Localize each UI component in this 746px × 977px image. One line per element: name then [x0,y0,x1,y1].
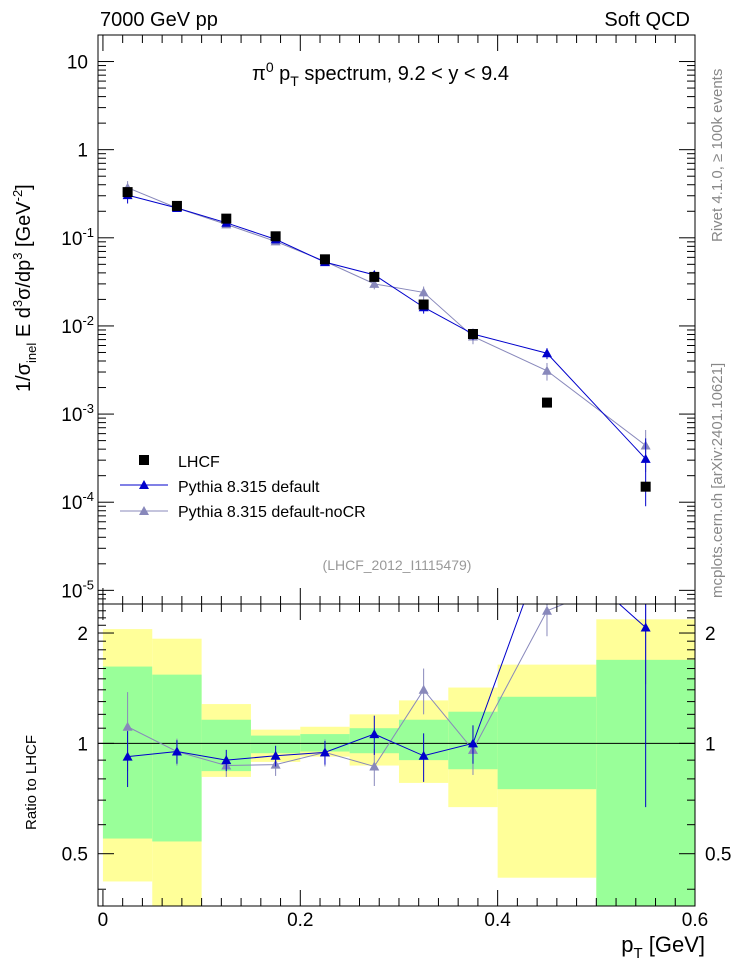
legend-marker-lhcf [139,455,149,465]
main-title: π0 pT spectrum, 9.2 < y < 9.4 [252,59,509,89]
legend-marker-default [139,480,149,489]
legend-label-lhcf: LHCF [178,454,220,471]
main-series [122,181,651,507]
main-ytick-label-1: 1 [77,141,88,162]
main-default-point-9 [640,453,651,463]
main-ytick-label-5: 10-4 [61,489,94,514]
main-nocr-point-5 [369,278,380,288]
ratio-nocr-line [127,604,566,768]
main-lhcf-point-3 [270,231,281,242]
ratio-nocr-point-8 [541,605,552,615]
ratio-xtick-label-1: 0.2 [287,910,313,931]
ratio-default-line [127,604,646,761]
legend-label-nocr: Pythia 8.315 default-noCR [178,504,366,521]
ratio-default-point-5 [369,729,380,739]
ratio-default-point-0 [122,751,133,761]
main-ytick-label-2: 10-1 [61,225,94,250]
ratio-xtick-label-2: 0.4 [484,910,511,931]
side-label-bottom: mcplots.cern.ch [arXiv:2401.10621] [709,363,726,598]
main-lhcf-point-0 [122,187,133,198]
ratio-nocr-point-5 [369,761,380,771]
ratio-frame [97,603,696,907]
legend: LHCF Pythia 8.315 default Pythia 8.315 d… [120,454,366,521]
ratio-nocr-point-0 [122,721,133,731]
main-lhcf-point-7 [467,329,478,340]
ratio-xtick-label-3: 0.6 [682,910,708,931]
main-lhcf-point-5 [369,271,380,282]
ratio-default-point-9 [640,622,651,632]
main-lhcf-point-2 [221,213,232,224]
main-ytick-label-0: 10 [67,53,88,74]
header-right: Soft QCD [604,9,690,31]
main-nocr-point-6 [418,287,429,297]
ratio-default-point-8 [542,534,552,543]
ratio-nocr-point-6 [418,684,429,694]
main-lhcf-point-4 [319,254,330,265]
ratio-ytick-label-right-2: 0.5 [705,845,731,866]
ratio-band-green-3 [250,735,301,754]
main-lhcf-point-9 [640,481,651,492]
main-default-line [127,194,647,460]
legend-label-default: Pythia 8.315 default [178,479,320,496]
main-default-point-8 [541,348,552,358]
main-ylabel: 1/σinel E d3σ/dp3 [GeV-2] [10,184,39,392]
legend-marker-nocr [139,506,149,515]
header-left: 7000 GeV pp [100,9,218,31]
watermark: (LHCF_2012_I1115479) [323,557,472,573]
main-lhcf-point-1 [171,200,182,211]
ratio-ytick-label-left-0: 2 [77,624,88,645]
axes: 10 1 10-1 10-2 10-3 10-4 10-5 2 2 1 1 0.5 0.5 0 0.2 0.4… [61,34,731,931]
ratio-xtick-label-0: 0 [98,910,109,931]
main-lhcf-point-6 [418,299,429,310]
ratio-series [122,534,651,808]
ratio-default-point-2 [221,755,232,765]
ratio-ylabel: Ratio to LHCF [23,735,40,830]
main-nocr-point-8 [541,365,552,375]
ratio-xlabel: pT [GeV] [621,932,705,962]
ratio-default-point-4 [319,747,330,757]
main-nocr-line [127,187,646,446]
ratio-ytick-label-right-1: 1 [705,734,716,755]
ratio-default-point-6 [418,750,429,760]
ratio-nocr-point-9 [641,566,651,575]
ratio-ytick-label-right-0: 2 [705,624,716,645]
ratio-default-point-1 [171,746,182,756]
main-ytick-label-4: 10-3 [61,401,94,426]
side-label-top: Rivet 4.1.0, ≥ 100k events [709,69,726,242]
main-ytick-label-3: 10-2 [61,313,94,338]
main-lhcf-point-8 [541,397,552,408]
ratio-ytick-label-left-2: 0.5 [62,845,88,866]
main-ytick-label-6: 10-5 [61,577,94,602]
ratio-ytick-label-left-1: 1 [77,734,88,755]
ratio-default-point-7 [467,738,478,748]
ratio-bands [102,619,695,906]
ratio-default-point-3 [270,750,281,760]
